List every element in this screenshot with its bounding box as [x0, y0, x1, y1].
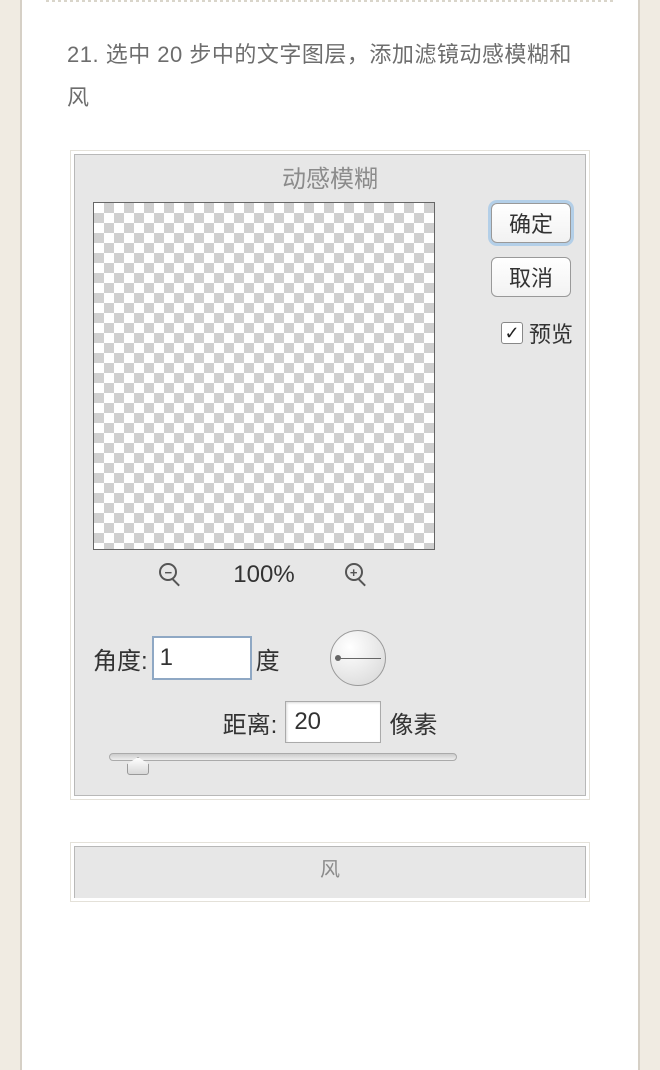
distance-row: 距离: 像素 [75, 701, 585, 743]
dialog-title: 动感模糊 [75, 155, 585, 187]
angle-label: 角度: [93, 641, 148, 676]
preview-canvas [93, 202, 435, 550]
article-body: 21. 选中 20 步中的文字图层，添加滤镜动感模糊和风 动感模糊 确定 取消 … [20, 0, 640, 1070]
angle-dial[interactable] [330, 630, 386, 686]
distance-label: 距离: [223, 705, 278, 740]
wind-screenshot: 风 [70, 842, 590, 902]
preview-checkbox-row[interactable]: ✓ 预览 [501, 317, 573, 349]
preview-checkbox[interactable]: ✓ [501, 322, 523, 344]
cancel-button-label: 取消 [509, 261, 553, 293]
step-description: 21. 选中 20 步中的文字图层，添加滤镜动感模糊和风 [67, 34, 593, 120]
zoom-level: 100% [233, 561, 294, 589]
distance-input[interactable] [285, 701, 381, 743]
ok-button[interactable]: 确定 [491, 203, 571, 243]
ok-button-label: 确定 [509, 207, 553, 239]
cancel-button[interactable]: 取消 [491, 257, 571, 297]
distance-slider-track[interactable] [109, 753, 457, 761]
distance-unit: 像素 [389, 705, 437, 740]
angle-input[interactable] [152, 636, 252, 680]
zoom-controls: − 100% + [93, 561, 435, 589]
zoom-out-icon[interactable]: − [159, 563, 183, 587]
motion-blur-screenshot: 动感模糊 确定 取消 ✓ 预览 − 100% + [70, 150, 590, 800]
preview-checkbox-label: 预览 [529, 317, 573, 349]
zoom-in-icon[interactable]: + [345, 563, 369, 587]
angle-row: 角度: 度 [93, 630, 386, 686]
angle-unit: 度 [256, 641, 280, 676]
section-divider [46, 0, 614, 2]
motion-blur-dialog: 动感模糊 确定 取消 ✓ 预览 − 100% + [74, 154, 586, 796]
wind-dialog-title: 风 [74, 846, 586, 898]
